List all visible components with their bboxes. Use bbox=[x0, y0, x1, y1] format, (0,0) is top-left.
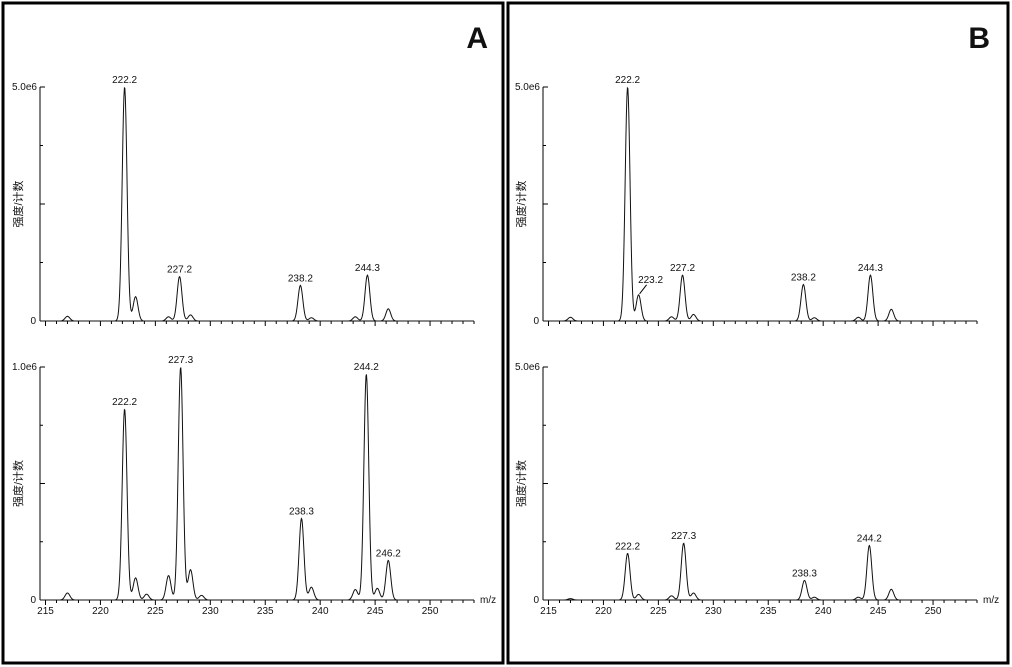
peak-label: 227.2 bbox=[670, 263, 695, 274]
x-tick-label: 240 bbox=[815, 606, 832, 617]
peak-label: 222.2 bbox=[112, 397, 137, 408]
peak-label: 227.3 bbox=[168, 355, 193, 366]
panel-b-frame bbox=[506, 1, 1010, 665]
panel-a-frame bbox=[1, 1, 505, 665]
x-tick-label: 220 bbox=[92, 606, 109, 617]
x-tick-label: 240 bbox=[312, 606, 329, 617]
peak-label: 238.3 bbox=[792, 568, 817, 579]
spectrum-a-top: 5.0e6 0 强度/计数 222.2 227.2 238.2 244.3 bbox=[11, 75, 475, 327]
peak-label: 223.2 bbox=[638, 275, 663, 286]
y-max-label: 1.0e6 bbox=[12, 362, 37, 373]
peak-label: 244.2 bbox=[857, 533, 882, 544]
peak-label: 244.3 bbox=[355, 263, 380, 274]
peak-label: 227.2 bbox=[167, 265, 192, 276]
y-zero-label: 0 bbox=[533, 595, 539, 606]
y-zero-label: 0 bbox=[533, 316, 539, 327]
x-tick-label: 230 bbox=[705, 606, 722, 617]
panel-b-letter: B bbox=[968, 22, 990, 55]
peak-label: 238.2 bbox=[288, 273, 313, 284]
spectrum-trace bbox=[40, 367, 474, 601]
x-tick-label: 215 bbox=[37, 606, 54, 617]
y-axis-label: 强度/计数 bbox=[11, 460, 25, 507]
x-tick-label: 235 bbox=[760, 606, 777, 617]
spectrum-a-bottom: 1.0e6 0 强度/计数 215 220 225 230 235 240 245 250 m/z 22… bbox=[11, 355, 496, 617]
peak-label: 244.3 bbox=[858, 263, 883, 274]
y-max-label: 5.0e6 bbox=[12, 82, 37, 93]
peak-label: 238.2 bbox=[791, 272, 816, 283]
spectrum-trace bbox=[543, 86, 977, 322]
x-tick-label: 245 bbox=[367, 606, 384, 617]
peak-label: 238.3 bbox=[289, 506, 314, 517]
x-tick-label: 220 bbox=[595, 606, 612, 617]
x-axis-label: m/z bbox=[480, 595, 496, 606]
y-max-label: 5.0e6 bbox=[515, 82, 540, 93]
panel-a-letter: A bbox=[466, 22, 488, 55]
x-tick-label: 235 bbox=[257, 606, 274, 617]
peak-leader-line bbox=[639, 284, 647, 295]
y-axis-label: 强度/计数 bbox=[514, 180, 528, 227]
x-tick-label: 245 bbox=[870, 606, 887, 617]
y-zero-label: 0 bbox=[30, 316, 36, 327]
x-tick-label: 225 bbox=[147, 606, 164, 617]
y-axis-label: 强度/计数 bbox=[514, 460, 528, 507]
y-axis-label: 强度/计数 bbox=[11, 180, 25, 227]
peak-label: 244.2 bbox=[354, 362, 379, 373]
peak-label: 222.2 bbox=[615, 541, 640, 552]
x-tick-label: 250 bbox=[422, 606, 439, 617]
peak-label: 246.2 bbox=[376, 548, 401, 559]
spectrum-trace bbox=[40, 86, 474, 322]
x-tick-label: 250 bbox=[925, 606, 942, 617]
y-zero-label: 0 bbox=[30, 595, 36, 606]
y-max-label: 5.0e6 bbox=[515, 362, 540, 373]
peak-label: 227.3 bbox=[671, 531, 696, 542]
spectrum-trace bbox=[543, 542, 977, 601]
x-tick-label: 225 bbox=[650, 606, 667, 617]
peak-label: 222.2 bbox=[615, 75, 640, 86]
spectrum-b-top: 5.0e6 0 强度/计数 222.2 223.2 227.2 238.2 244.3 bbox=[514, 75, 978, 327]
x-axis-label: m/z bbox=[983, 595, 999, 606]
peak-label: 222.2 bbox=[112, 75, 137, 86]
x-tick-label: 230 bbox=[202, 606, 219, 617]
spectrum-b-bottom: 5.0e6 0 强度/计数 215 220 225 230 235 240 245 250 m/z 22… bbox=[514, 362, 999, 617]
x-tick-label: 215 bbox=[540, 606, 557, 617]
